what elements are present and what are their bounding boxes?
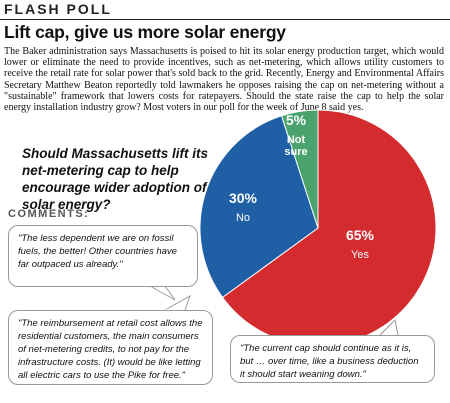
comment-bubble-1: "The less dependent we are on fossil fue… [8, 225, 198, 287]
comments-label: COMMENTS: [8, 208, 90, 220]
pie-value-label-no: 30% [229, 190, 258, 206]
pie-category-label-not-sure: Not [287, 134, 306, 146]
body-text: The Baker administration says Massachuse… [4, 46, 444, 114]
headline: Lift cap, give us more solar energy [4, 22, 286, 42]
header-rule [0, 19, 450, 20]
pie-value-label-not-sure: 5% [286, 112, 307, 128]
poll-question: Should Massachusetts lift its net-meteri… [22, 146, 209, 212]
kicker: FLASH POLL [4, 1, 112, 17]
pie-slice-not-sure [280, 109, 319, 229]
pie-category-label-no: No [236, 212, 250, 224]
comment-bubble-2: "The reimbursement at retail cost allows… [8, 310, 213, 385]
pie-category-label-not-sure: sure [284, 146, 307, 158]
pie-slice-no [199, 115, 319, 299]
header: FLASH POLL [0, 0, 450, 18]
comment-bubble-3: "The current cap should continue as it i… [230, 335, 435, 383]
pie-category-label-yes: Yes [351, 249, 369, 261]
pie-value-label-yes: 65% [346, 227, 375, 243]
